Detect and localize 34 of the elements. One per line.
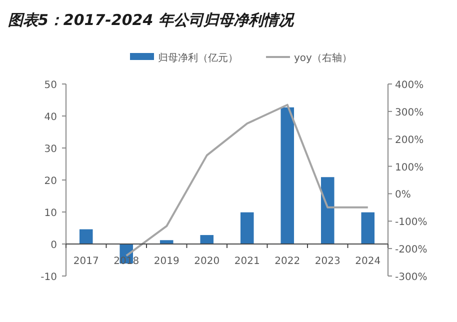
y2-tick-label: 400% [395,80,424,91]
chart-title: 图表5：2017-2024 年公司归母净利情况 [8,11,296,29]
x-tick-label: 2017 [73,256,99,267]
y-tick-label: 50 [44,80,57,91]
bar [160,240,174,244]
y-tick-label: 40 [44,112,57,123]
y2-tick-label: -100% [395,217,428,228]
bar [200,235,214,244]
y-tick-label: 0 [50,240,57,251]
bar [320,177,334,244]
bar [240,212,254,244]
bar [79,229,93,244]
x-tick-label: 2021 [234,256,260,267]
bar [280,107,294,244]
y2-tick-label: -200% [395,244,428,256]
y2-tick-label: 300% [395,107,424,118]
x-tick-label: 2023 [314,256,340,267]
legend-label: yoy（右轴） [294,52,352,64]
legend-label: 归母净利（亿元） [158,52,238,64]
x-tick-label: 2019 [154,256,180,267]
bar [361,212,375,244]
y-tick-label: 20 [44,176,57,187]
y2-tick-label: 0% [395,190,411,201]
y-tick-label: 30 [44,144,57,155]
y2-tick-label: 100% [395,162,424,174]
x-tick-label: 2020 [194,256,220,267]
x-tick-label: 2024 [355,256,381,267]
y-tick-label: 10 [44,208,57,219]
y2-tick-label: -300% [395,272,428,283]
x-tick-label: 2022 [274,256,300,267]
y2-tick-label: 200% [395,134,424,146]
x-tick-label: 2018 [114,256,140,267]
y-tick-label: -10 [40,272,57,283]
line-series [125,104,369,257]
